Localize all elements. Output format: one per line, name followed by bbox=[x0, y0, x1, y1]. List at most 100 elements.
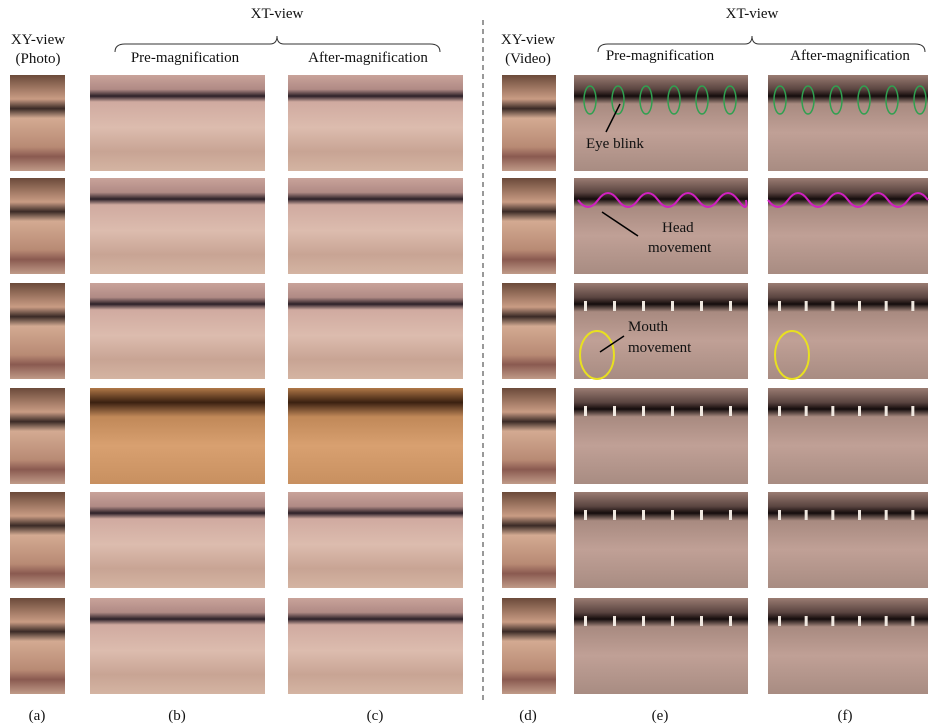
xy-label: (Video) bbox=[505, 51, 551, 67]
image-panel bbox=[768, 388, 928, 484]
image-panel bbox=[502, 178, 556, 274]
panel-label: (f) bbox=[838, 708, 853, 724]
texture bbox=[729, 510, 732, 520]
texture bbox=[642, 510, 645, 520]
panel-label: (b) bbox=[168, 708, 186, 724]
texture bbox=[885, 301, 888, 311]
annotation: Eye blink bbox=[586, 136, 644, 152]
annotation: movement bbox=[628, 340, 692, 356]
annotation: Mouth bbox=[628, 319, 669, 335]
image-panel bbox=[574, 178, 748, 274]
texture bbox=[805, 406, 808, 416]
texture bbox=[700, 616, 703, 626]
image-panel bbox=[90, 178, 265, 274]
figure: XY-view (Photo) XT-view Pre-magnificatio… bbox=[0, 0, 934, 728]
texture bbox=[885, 406, 888, 416]
image-panel bbox=[90, 388, 265, 484]
image-panel bbox=[574, 598, 748, 694]
texture bbox=[729, 616, 732, 626]
texture bbox=[729, 406, 732, 416]
image-panel bbox=[288, 598, 463, 694]
texture bbox=[613, 616, 616, 626]
image-panel bbox=[90, 598, 265, 694]
texture bbox=[885, 510, 888, 520]
panel-label: (e) bbox=[652, 708, 669, 724]
texture bbox=[700, 406, 703, 416]
xy-label: XY-view bbox=[11, 32, 65, 48]
texture bbox=[613, 406, 616, 416]
annotation: movement bbox=[648, 240, 712, 256]
texture bbox=[671, 406, 674, 416]
texture bbox=[805, 510, 808, 520]
image-panel bbox=[768, 178, 928, 274]
texture bbox=[671, 510, 674, 520]
image-panel bbox=[288, 75, 463, 171]
annotation: Head bbox=[662, 220, 694, 236]
xy-label: (Photo) bbox=[16, 51, 61, 67]
column-label: After-magnification bbox=[308, 50, 428, 66]
image-panel bbox=[288, 492, 463, 588]
column-label: Pre-magnification bbox=[131, 50, 240, 66]
texture bbox=[831, 406, 834, 416]
image-panel bbox=[288, 178, 463, 274]
image-panel bbox=[90, 492, 265, 588]
image-panel bbox=[288, 283, 463, 379]
xy-label: XY-view bbox=[501, 32, 555, 48]
panel-label: (d) bbox=[519, 708, 537, 724]
texture bbox=[885, 616, 888, 626]
image-panel bbox=[768, 492, 928, 588]
texture bbox=[671, 301, 674, 311]
panel-label: (c) bbox=[367, 708, 384, 724]
image-panel bbox=[90, 283, 265, 379]
image-panel bbox=[90, 75, 265, 171]
texture bbox=[831, 301, 834, 311]
texture bbox=[805, 616, 808, 626]
texture bbox=[671, 616, 674, 626]
image-panel bbox=[288, 388, 463, 484]
texture bbox=[584, 406, 587, 416]
image-panel bbox=[768, 75, 928, 171]
column-label: Pre-magnification bbox=[606, 48, 715, 64]
panel-label: (a) bbox=[29, 708, 46, 724]
texture bbox=[911, 406, 914, 416]
texture bbox=[805, 301, 808, 311]
texture bbox=[613, 301, 616, 311]
texture bbox=[858, 510, 861, 520]
image-panel bbox=[10, 598, 65, 694]
xt-label: XT-view bbox=[726, 6, 779, 22]
image-panel bbox=[574, 75, 748, 171]
texture bbox=[700, 510, 703, 520]
texture bbox=[700, 301, 703, 311]
texture bbox=[831, 510, 834, 520]
panels bbox=[10, 75, 928, 694]
image-panel bbox=[502, 388, 556, 484]
texture bbox=[584, 510, 587, 520]
texture bbox=[831, 616, 834, 626]
image-panel bbox=[10, 388, 65, 484]
panel-labels: (a) (b) (c) (d) (e) (f) bbox=[29, 708, 853, 724]
image-panel bbox=[574, 492, 748, 588]
image-panel bbox=[10, 492, 65, 588]
texture bbox=[778, 616, 781, 626]
image-panel bbox=[502, 75, 556, 171]
image-panel bbox=[10, 283, 65, 379]
texture bbox=[911, 301, 914, 311]
texture bbox=[778, 406, 781, 416]
texture bbox=[584, 301, 587, 311]
xt-label: XT-view bbox=[251, 6, 304, 22]
texture bbox=[778, 510, 781, 520]
texture bbox=[778, 301, 781, 311]
image-panel bbox=[10, 75, 65, 171]
texture bbox=[642, 301, 645, 311]
texture bbox=[729, 301, 732, 311]
image-panel bbox=[10, 178, 65, 274]
texture bbox=[911, 616, 914, 626]
texture bbox=[858, 616, 861, 626]
texture bbox=[858, 406, 861, 416]
texture bbox=[858, 301, 861, 311]
column-label: After-magnification bbox=[790, 48, 910, 64]
texture bbox=[613, 510, 616, 520]
texture bbox=[642, 406, 645, 416]
texture bbox=[584, 616, 587, 626]
image-panel bbox=[768, 598, 928, 694]
